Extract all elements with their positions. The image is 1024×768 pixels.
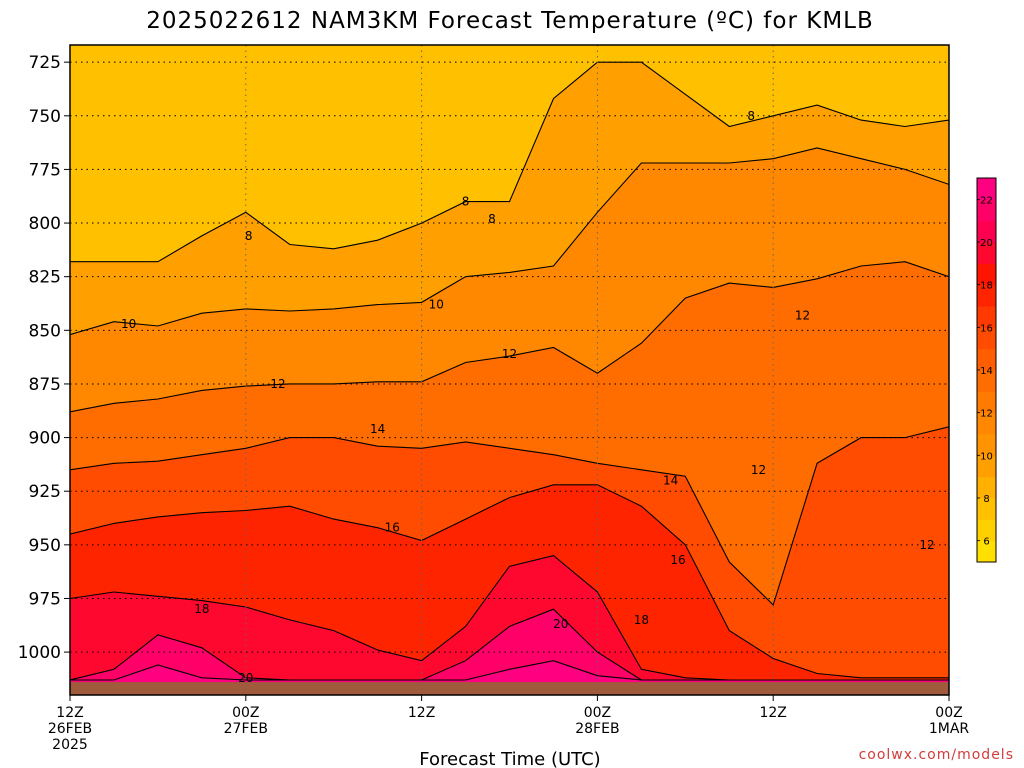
colorbar-swatch (977, 434, 996, 456)
x-tick-label: 00Z (935, 705, 962, 721)
x-tick-label: 00Z (232, 705, 259, 721)
plot-area: 8 8 8 8 10 10 12 12 12 12 12 14 14 16 16 18 18 20 20 (70, 45, 949, 695)
colorbar-swatch (977, 306, 996, 328)
contour-label: 12 (270, 377, 285, 391)
colorbar-label: 22 (980, 195, 993, 206)
colorbar-label: 8 (983, 494, 989, 505)
colorbar-swatch (977, 519, 996, 542)
contour-label: 12 (751, 463, 766, 477)
colorbar-label: 12 (980, 409, 993, 420)
contour-label: 8 (462, 195, 470, 209)
x-tick-label: 27FEB (224, 721, 268, 737)
colorbar-swatch (977, 199, 996, 222)
grid-lines (70, 45, 949, 695)
colorbar-label: 10 (980, 451, 993, 462)
x-tick-label: 12Z (759, 705, 786, 721)
y-tick-label: 900 (29, 429, 61, 449)
colorbar-label: 6 (983, 537, 989, 548)
colorbar-label: 20 (980, 238, 993, 249)
x-tick-label: 12Z (56, 705, 83, 721)
contour-label: 12 (502, 347, 517, 361)
colorbar-label: 14 (980, 366, 993, 377)
colorbar-swatch (977, 242, 996, 264)
ground-terrain (70, 682, 949, 695)
band-above-20 (70, 609, 949, 695)
y-tick-label: 925 (29, 482, 61, 502)
contour-label-layer: 8 8 8 8 10 10 12 12 12 12 12 14 14 16 16 18 18 20 20 (121, 109, 935, 685)
isotherm-12 (70, 261, 949, 413)
contour-label: 12 (795, 308, 810, 322)
colorbar-swatch (977, 540, 996, 563)
credit-text: coolwx.com/models (859, 747, 1014, 763)
x-tick-label: 2025 (52, 737, 88, 753)
isotherm-10 (70, 147, 949, 336)
colorbar-swatch (977, 220, 996, 243)
x-tick-label: 1MAR (929, 721, 970, 737)
colorbar-label: 16 (980, 323, 993, 334)
y-axis: 725 750 775 800 825 850 875 900 925 950 975 1000 (18, 53, 70, 663)
contour-label: 10 (121, 317, 136, 331)
isotherm-contour-layer (70, 61, 949, 681)
contour-label: 12 (919, 538, 934, 552)
y-tick-label: 1000 (18, 643, 61, 663)
y-tick-label: 950 (29, 536, 61, 556)
isotherm-16 (70, 484, 949, 679)
colorbar-swatch (977, 178, 996, 200)
band-above-18 (70, 555, 949, 695)
contour-label: 8 (747, 109, 755, 123)
y-tick-label: 750 (29, 107, 61, 127)
y-tick-label: 725 (29, 53, 61, 73)
colorbar-label: 18 (980, 281, 993, 292)
colorbar: 6 8 10 12 14 16 18 20 22 (976, 177, 997, 563)
y-tick-label: 775 (29, 160, 61, 180)
y-tick-label: 825 (29, 268, 61, 288)
contour-label: 20 (238, 671, 253, 685)
colorbar-swatch (977, 370, 996, 392)
colorbar-swatch (977, 391, 996, 414)
x-tick-label: 12Z (408, 705, 435, 721)
contour-label: 16 (385, 521, 400, 535)
contour-label: 10 (429, 298, 444, 312)
contour-label: 16 (670, 553, 685, 567)
y-tick-label: 800 (29, 214, 61, 234)
contour-label: 14 (663, 473, 678, 487)
plot-frame (69, 44, 950, 696)
y-tick-label: 850 (29, 321, 61, 341)
x-tick-label: 28FEB (575, 721, 619, 737)
contour-label: 14 (370, 422, 385, 436)
x-axis-label: Forecast Time (UTC) (419, 749, 600, 768)
colorbar-swatch (977, 284, 996, 307)
x-tick-label: 00Z (584, 705, 611, 721)
isotherm-14 (70, 426, 949, 606)
colorbar-swatch (977, 327, 996, 350)
contour-label: 8 (488, 212, 496, 226)
isotherm-22 (70, 660, 949, 681)
contour-label: 20 (553, 617, 568, 631)
colorbar-swatch (977, 348, 996, 371)
isotherm-8 (70, 61, 949, 263)
colorbar-swatch (977, 455, 996, 478)
contour-label: 18 (194, 602, 209, 616)
y-tick-label: 975 (29, 589, 61, 609)
y-tick-label: 875 (29, 375, 61, 395)
chart-title: 2025022612 NAM3KM Forecast Temperature (… (146, 8, 874, 34)
colorbar-swatch (977, 263, 996, 286)
colorbar-swatch (977, 498, 996, 520)
colorbar-swatch (977, 476, 996, 499)
contour-label: 8 (245, 229, 253, 243)
x-tick-label: 26FEB (48, 721, 92, 737)
colorbar-swatch (977, 412, 996, 435)
contour-label: 18 (634, 613, 649, 627)
